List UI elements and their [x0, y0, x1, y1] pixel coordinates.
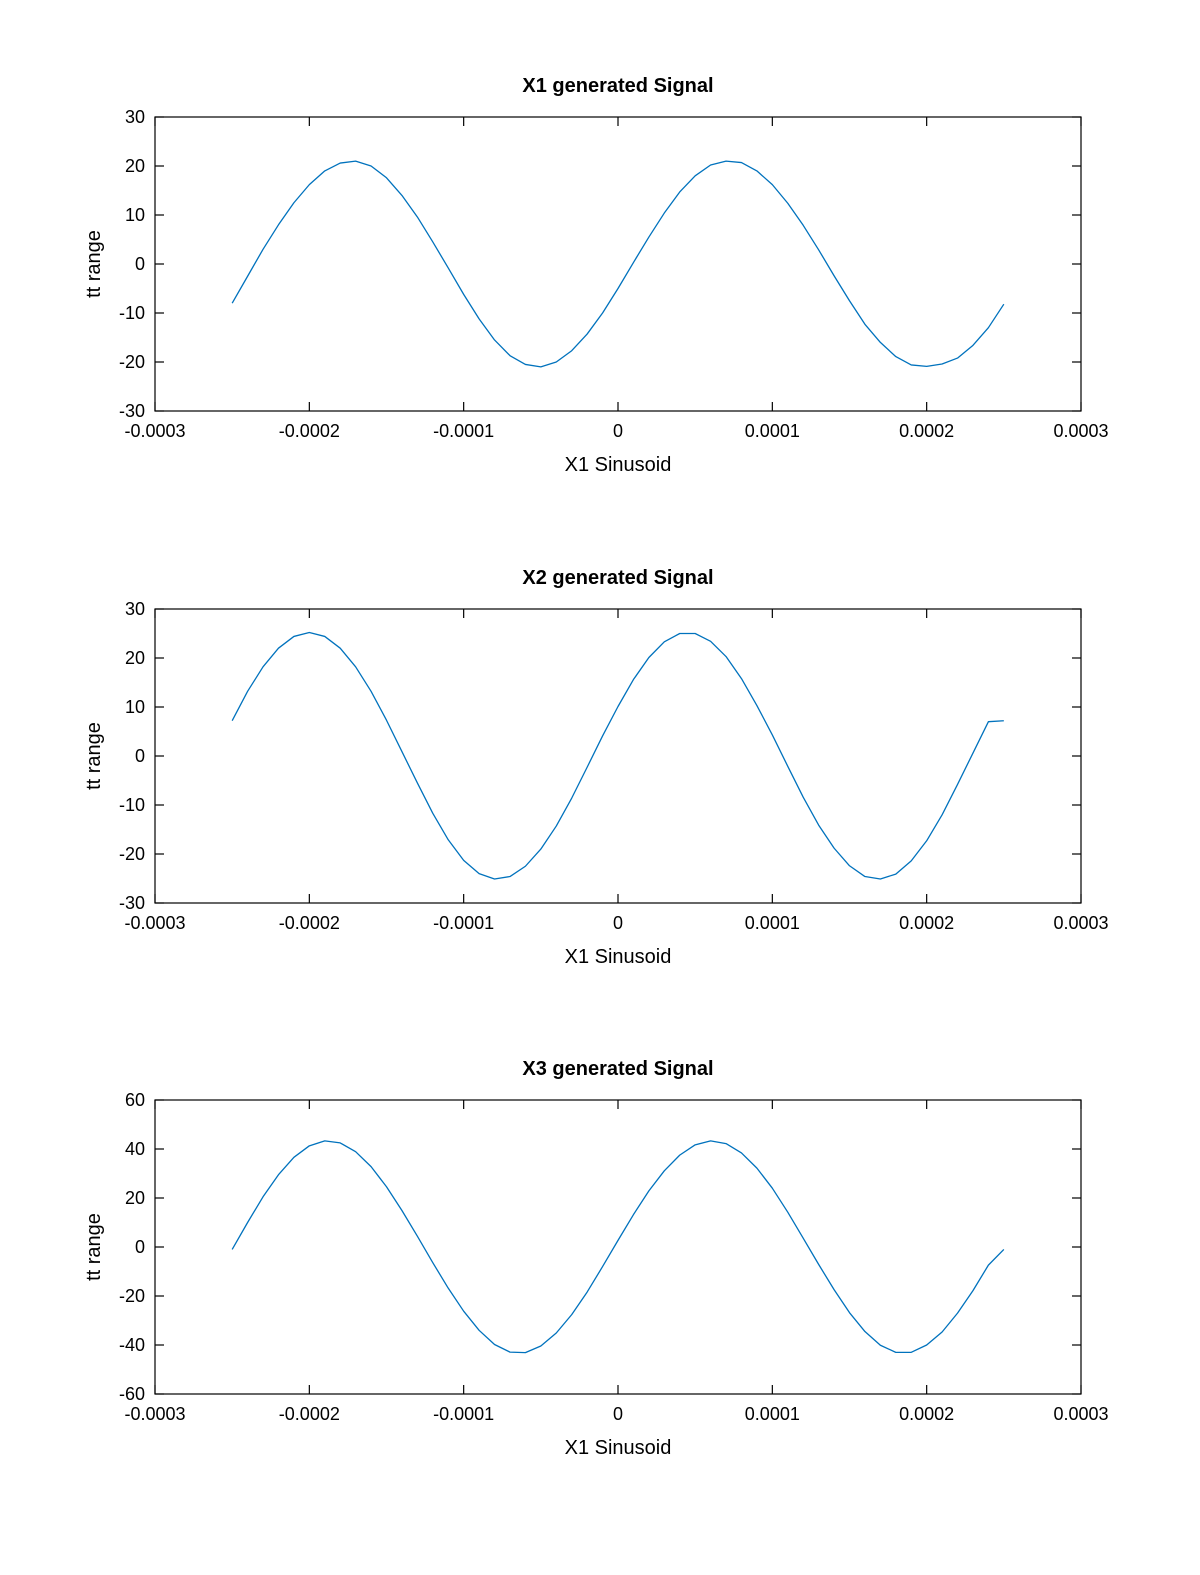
x-tick-label: 0.0002	[899, 1404, 954, 1424]
x-tick-label: 0.0001	[745, 913, 800, 933]
plot-frame	[154, 608, 1082, 904]
plot-frame	[154, 116, 1082, 412]
chart-panel-3: -0.0003 -0.0002 -0.0001 0 0.0001 0.0002 0.0003…	[83, 1058, 1109, 1459]
chart-title: X2 generated Signal	[522, 567, 713, 589]
series-line-1	[231, 160, 1005, 368]
chart-panel-1: -0.0003 -0.0002 -0.0001 0 0.0001 0.0002 0.0003…	[83, 75, 1109, 476]
x-tick-label: 0.0002	[899, 421, 954, 441]
x-tick-label: 0	[613, 913, 623, 933]
x-tick-label: 0.0003	[1053, 1404, 1108, 1424]
x-tick-label: 0	[613, 421, 623, 441]
y-tick-label: 30	[125, 107, 145, 127]
y-tick-label: -10	[119, 795, 145, 815]
y-tick-label: 20	[125, 156, 145, 176]
y-tick-label: -20	[119, 352, 145, 372]
chart-title: X1 generated Signal	[522, 75, 713, 97]
y-tick-label: 20	[125, 1188, 145, 1208]
y-tick-label: 60	[125, 1090, 145, 1110]
y-axis-label: tt range	[83, 722, 105, 790]
y-tick-label: 10	[125, 697, 145, 717]
x-tick-label: -0.0003	[124, 421, 185, 441]
y-tick-label: 0	[135, 746, 145, 766]
x-tick-label: 0	[613, 1404, 623, 1424]
x-tick-label: -0.0003	[124, 913, 185, 933]
y-axis-label: tt range	[83, 230, 105, 298]
y-tick-label: -30	[119, 401, 145, 421]
chart-title: X3 generated Signal	[522, 1058, 713, 1080]
x-tick-label: -0.0003	[124, 1404, 185, 1424]
x-axis-label: X1 Sinusoid	[565, 454, 672, 476]
x-tick-label: -0.0001	[433, 1404, 494, 1424]
y-tick-label: 0	[135, 1237, 145, 1257]
y-tick-label: -20	[119, 1286, 145, 1306]
x-axis-label: X1 Sinusoid	[565, 1437, 672, 1459]
x-tick-label: 0.0003	[1053, 913, 1108, 933]
y-tick-label: 0	[135, 254, 145, 274]
series-line-1	[231, 1140, 1005, 1354]
plot-frame	[154, 1099, 1082, 1395]
y-tick-label: -20	[119, 844, 145, 864]
y-tick-label: -40	[119, 1335, 145, 1355]
y-tick-label: -10	[119, 303, 145, 323]
x-tick-label: -0.0002	[279, 913, 340, 933]
y-tick-label: 40	[125, 1139, 145, 1159]
x-tick-label: 0.0001	[745, 421, 800, 441]
y-tick-label: 30	[125, 599, 145, 619]
x-tick-label: -0.0002	[279, 421, 340, 441]
series-line-1	[231, 631, 1004, 880]
x-tick-label: 0.0002	[899, 913, 954, 933]
y-tick-label: 10	[125, 205, 145, 225]
y-axis-label: tt range	[83, 1213, 105, 1281]
x-tick-label: -0.0001	[433, 421, 494, 441]
x-tick-label: -0.0002	[279, 1404, 340, 1424]
y-tick-label: 20	[125, 648, 145, 668]
chart-panel-2: -0.0003 -0.0002 -0.0001 0 0.0001 0.0002 0.0003…	[83, 567, 1109, 968]
y-tick-label: -60	[119, 1384, 145, 1404]
x-tick-label: -0.0001	[433, 913, 494, 933]
x-tick-label: 0.0003	[1053, 421, 1108, 441]
y-tick-label: -30	[119, 893, 145, 913]
x-axis-label: X1 Sinusoid	[565, 946, 672, 968]
x-tick-label: 0.0001	[745, 1404, 800, 1424]
